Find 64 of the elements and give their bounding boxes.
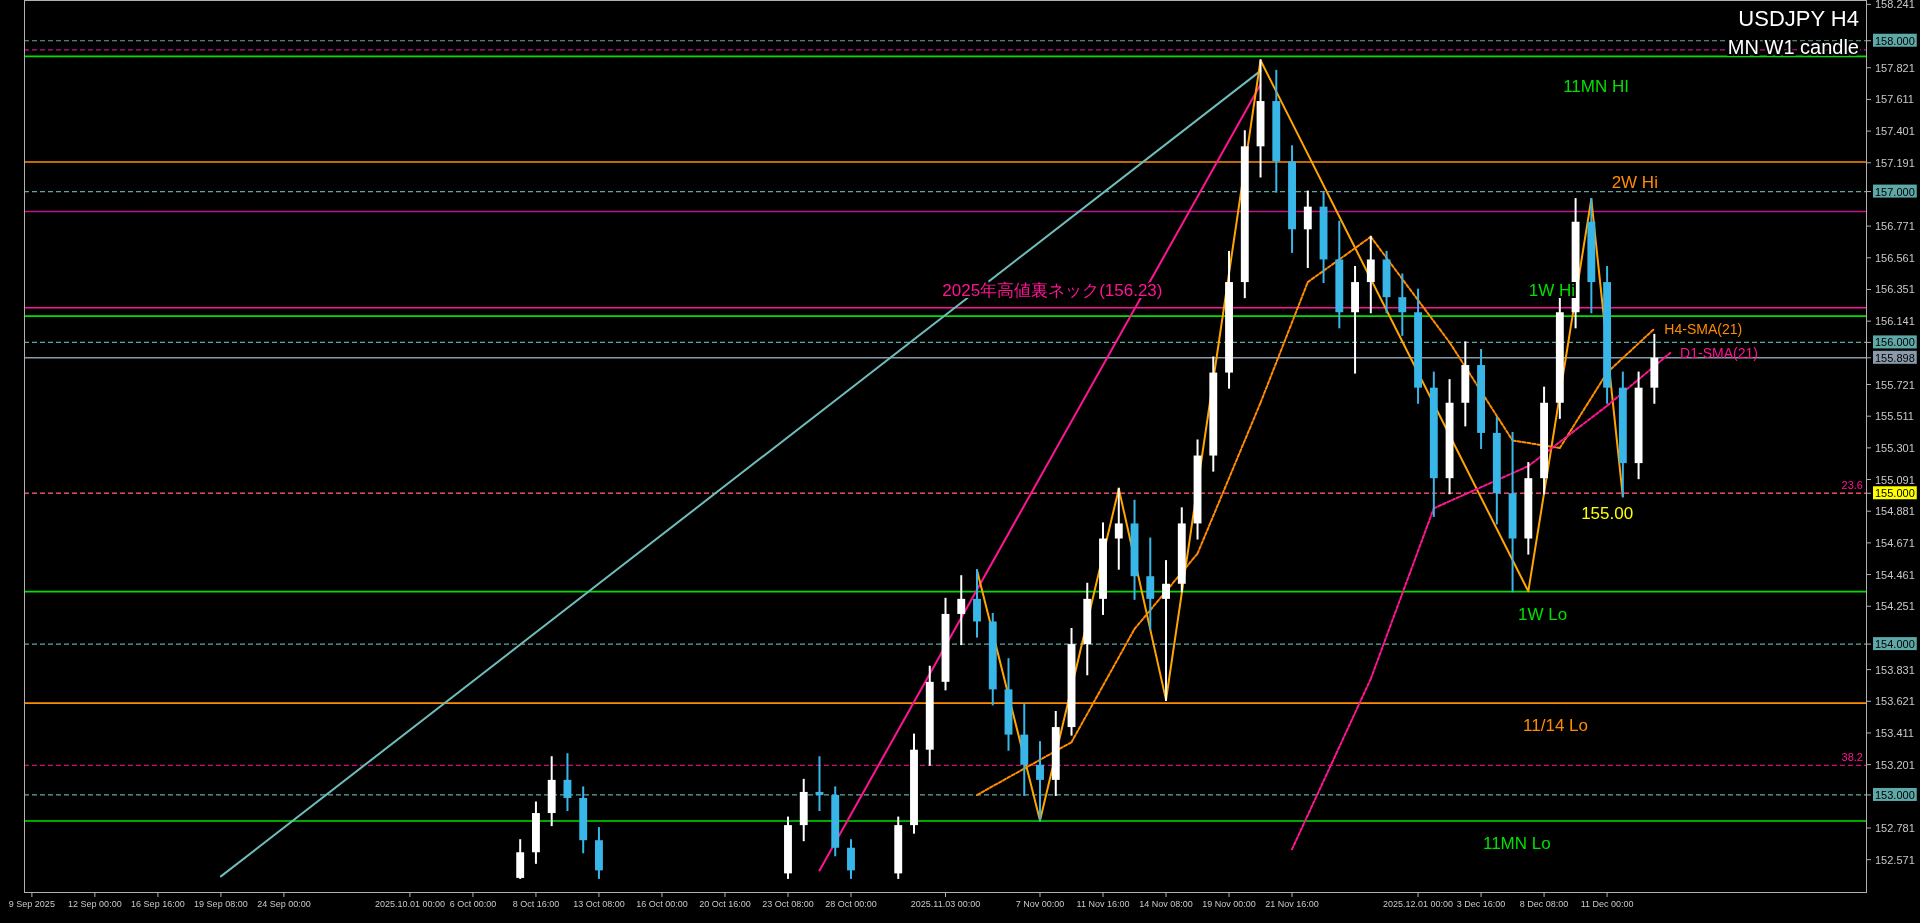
series-label: H4-SMA(21): [1664, 320, 1743, 337]
x-tick-label: 8 Dec 08:00: [1519, 899, 1569, 909]
ref-line-label: 1W Lo: [1518, 604, 1568, 624]
x-tick-label: 13 Oct 08:00: [573, 899, 625, 909]
x-tick-label: 28 Oct 00:00: [825, 899, 877, 909]
chart-title: USDJPY H4: [1738, 6, 1859, 31]
y-tick-label: 154.251: [1875, 600, 1915, 613]
y-tick-label: 156.141: [1875, 315, 1915, 328]
y-tick-label: 156.771: [1875, 220, 1915, 233]
x-tick-label: 16 Oct 00:00: [636, 899, 688, 909]
y-tick-label: 154.000: [1875, 638, 1915, 651]
x-tick-label: 19 Sep 08:00: [194, 899, 248, 909]
y-tick-label: 154.881: [1875, 505, 1915, 518]
ref-line-label: 2W Hi: [1611, 173, 1658, 193]
x-tick-label: 12 Sep 00:00: [68, 899, 122, 909]
y-tick-label: 152.781: [1875, 821, 1915, 834]
y-tick-label: 153.831: [1875, 663, 1915, 676]
y-tick-label: 155.898: [1875, 351, 1915, 364]
y-tick-label: 156.000: [1875, 336, 1915, 349]
y-tick-label: 155.091: [1875, 473, 1915, 486]
y-tick-label: 152.571: [1875, 853, 1915, 866]
x-tick-label: 14 Nov 08:00: [1139, 899, 1193, 909]
x-tick-label: 2025.10.01 00:00: [374, 899, 445, 909]
x-tick-label: 11 Nov 16:00: [1076, 899, 1130, 909]
y-tick-label: 153.201: [1875, 758, 1915, 771]
x-tick-label: 20 Oct 16:00: [699, 899, 751, 909]
series-label: D1-SMA(21): [1680, 344, 1758, 361]
x-tick-label: 3 Dec 16:00: [1456, 899, 1506, 909]
y-tick-label: 157.191: [1875, 156, 1915, 169]
y-tick-label: 153.621: [1875, 695, 1915, 708]
y-tick-label: 157.000: [1875, 185, 1915, 198]
y-tick-label: 156.561: [1875, 251, 1915, 264]
y-tick-label: 155.000: [1875, 487, 1915, 500]
x-tick-label: 2025.12.01 00:00: [1383, 899, 1454, 909]
ref-line-label: 155.00: [1581, 504, 1634, 524]
x-tick-label: 21 Nov 16:00: [1265, 899, 1319, 909]
x-tick-label: 24 Sep 00:00: [257, 899, 311, 909]
x-tick-label: 23 Oct 08:00: [762, 899, 814, 909]
y-tick-label: 153.411: [1875, 726, 1914, 739]
y-tick-label: 157.611: [1875, 93, 1914, 106]
y-tick-label: 155.511: [1875, 410, 1914, 423]
x-tick-label: 7 Nov 00:00: [1015, 899, 1065, 909]
y-tick-label: 158.241: [1875, 0, 1915, 11]
y-tick-label: 156.351: [1875, 283, 1915, 296]
y-tick-label: 154.461: [1875, 568, 1915, 581]
x-tick-label: 2025.11.03 00:00: [910, 899, 981, 909]
y-tick-label: 155.721: [1875, 378, 1915, 391]
ref-line-label: 11/14 Lo: [1523, 716, 1588, 736]
x-tick-label: 11 Dec 00:00: [1580, 899, 1634, 909]
x-tick-label: 6 Oct 00:00: [449, 899, 497, 909]
x-tick-label: 8 Oct 16:00: [512, 899, 560, 909]
x-tick-label: 9 Sep 2025: [8, 899, 55, 909]
y-tick-label: 158.000: [1875, 34, 1915, 47]
annotation: 38.2: [1841, 751, 1863, 764]
y-tick-label: 157.821: [1875, 61, 1915, 74]
ref-line-label: 11MN HI: [1563, 77, 1629, 97]
x-tick-label: 19 Nov 00:00: [1202, 899, 1256, 909]
x-tick-label: 16 Sep 16:00: [131, 899, 185, 909]
y-tick-label: 153.000: [1875, 788, 1915, 801]
annotation: 23.6: [1841, 479, 1863, 492]
y-tick-label: 157.401: [1875, 125, 1915, 138]
y-tick-label: 154.671: [1875, 536, 1915, 549]
ref-line-label: 11MN Lo: [1482, 834, 1551, 854]
y-tick-label: 155.301: [1875, 441, 1915, 454]
